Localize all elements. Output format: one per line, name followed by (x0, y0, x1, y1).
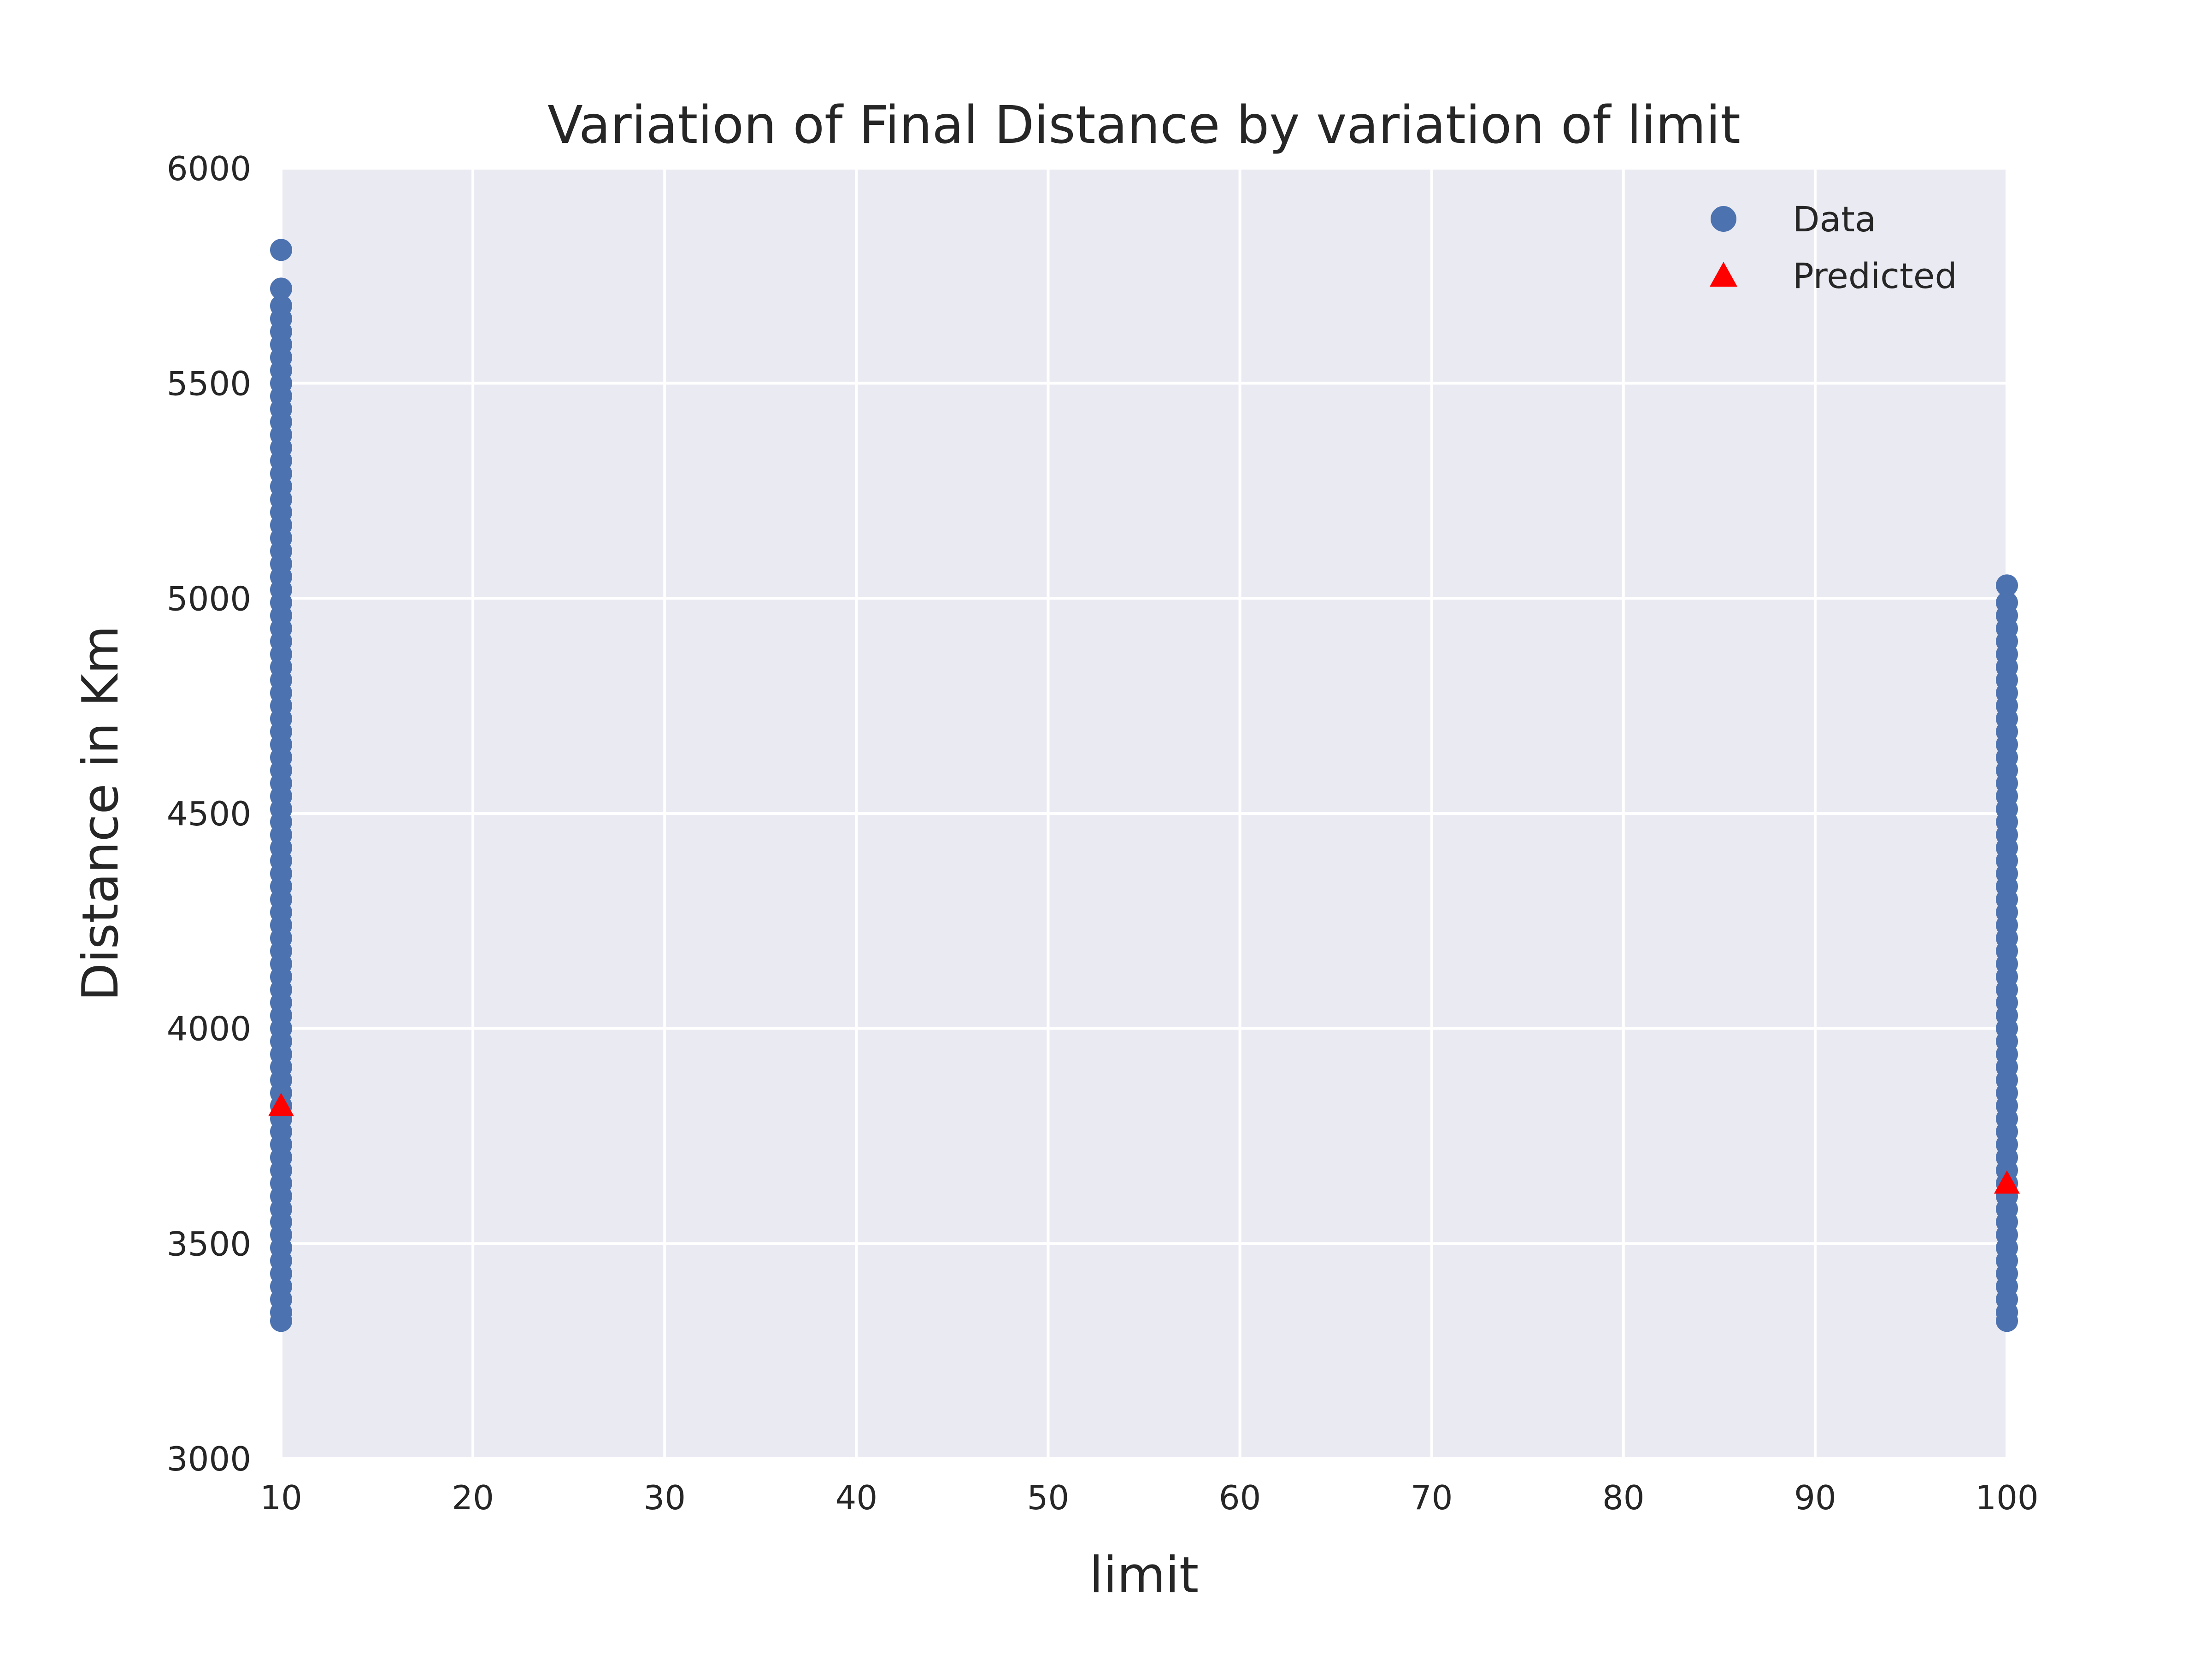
x-tick-label: 100 (1975, 1478, 2038, 1517)
y-tick-label: 4500 (167, 794, 251, 833)
x-axis-label: limit (1089, 1547, 1199, 1604)
x-tick-label: 50 (1027, 1478, 1070, 1517)
y-tick-label: 3000 (167, 1440, 251, 1478)
y-tick-label: 5500 (167, 365, 251, 403)
y-axis-label: Distance in Km (72, 625, 129, 1001)
x-tick-label: 10 (260, 1478, 302, 1517)
chart-title: Variation of Final Distance by variation… (547, 95, 1741, 155)
y-tick-label: 6000 (167, 149, 251, 188)
predicted-point (268, 1093, 294, 1117)
x-tick-label: 20 (452, 1478, 494, 1517)
x-tick-label: 30 (643, 1478, 686, 1517)
legend-marker-predicted (1710, 262, 1737, 287)
data-point (270, 277, 292, 300)
y-tick-label: 4000 (167, 1010, 251, 1048)
data-points (268, 239, 2020, 1332)
x-tick-label: 90 (1794, 1478, 1836, 1517)
y-tick-label: 3500 (167, 1224, 251, 1263)
legend-label-predicted: Predicted (1793, 255, 1957, 296)
legend-label-data: Data (1793, 199, 1876, 240)
x-axis-ticks: 10 20 30 40 50 60 70 80 90 100 (260, 1478, 2039, 1517)
legend: Data Predicted (1710, 199, 1957, 296)
y-axis-ticks: 3000 3500 4000 4500 5000 5500 6000 (167, 149, 251, 1478)
data-point (270, 1310, 292, 1332)
predicted-point (1994, 1170, 2020, 1194)
y-tick-label: 5000 (167, 579, 251, 618)
data-point (270, 239, 292, 261)
x-tick-label: 80 (1602, 1478, 1645, 1517)
x-tick-label: 70 (1411, 1478, 1453, 1517)
x-tick-label: 60 (1219, 1478, 1261, 1517)
legend-marker-data (1711, 206, 1736, 232)
x-tick-label: 40 (835, 1478, 878, 1517)
data-point (1996, 574, 2018, 597)
data-point (1996, 1310, 2018, 1332)
